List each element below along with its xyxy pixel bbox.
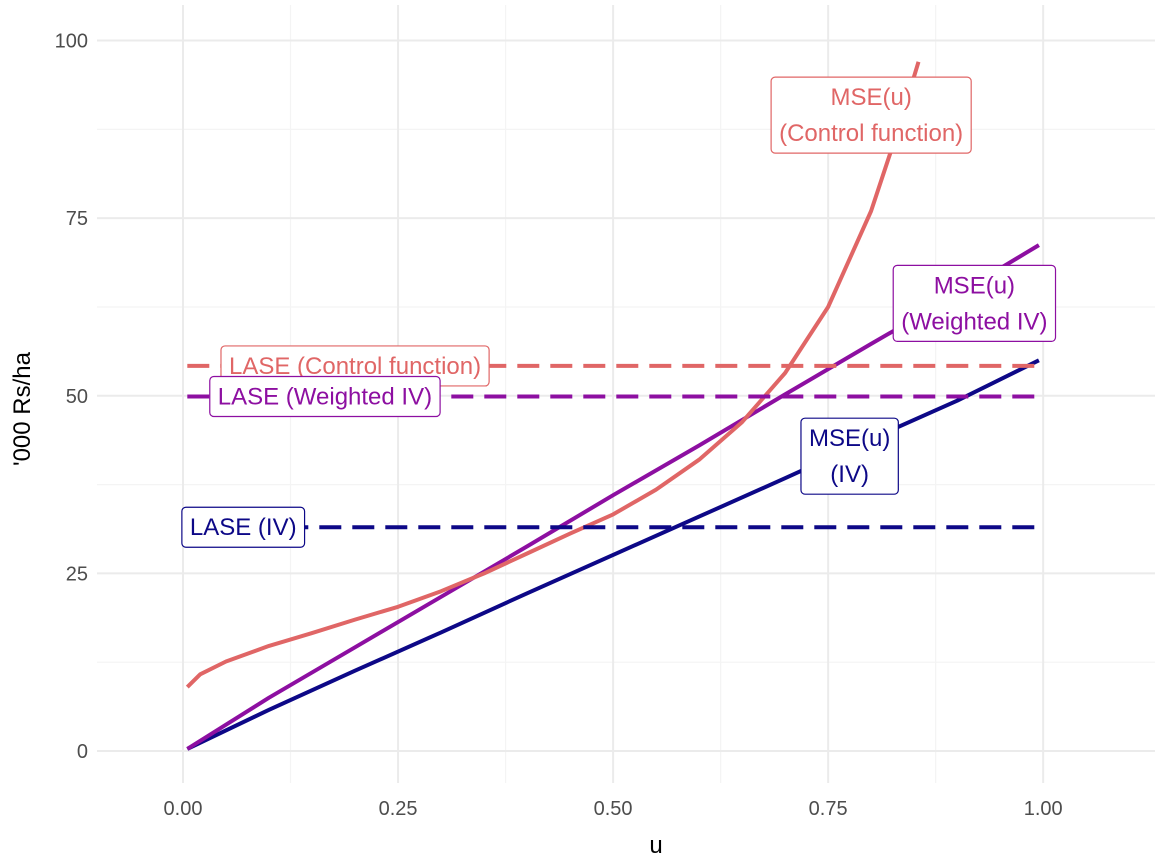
label-box-mse-u-weighted-iv: MSE(u) (Weighted IV)	[892, 264, 1057, 343]
label-text: LASE (Control function)	[229, 353, 481, 380]
y-tick-label: 50	[66, 386, 88, 408]
x-tick-label: 0.75	[809, 798, 848, 820]
y-tick-label: 75	[66, 208, 88, 230]
label-text: LASE (IV)	[190, 514, 297, 541]
x-axis-title: u	[649, 832, 662, 859]
y-axis-title: '000 Rs/ha	[9, 351, 36, 466]
x-tick-label: 0.00	[164, 798, 203, 820]
label-box-mse-u-iv: MSE(u) (IV)	[800, 417, 899, 495]
series-line-mse-u-control-function	[185, 61, 921, 689]
label-box-border	[209, 375, 441, 418]
x-tick-label: 0.25	[379, 798, 418, 820]
label-box-border	[181, 506, 306, 548]
label-box-border	[770, 76, 972, 154]
x-tick-label: 1.00	[1024, 798, 1063, 820]
label-box-lase-weighted-iv: LASE (Weighted IV)	[209, 375, 441, 418]
x-tick-label: 0.50	[594, 798, 633, 820]
label-text: MSE(u)	[809, 425, 890, 452]
label-box-border	[892, 264, 1057, 343]
annotations: MSE(u) (Control function) MSE(u) (Weighted …	[181, 76, 1057, 548]
label-text: (Weighted IV)	[901, 308, 1047, 335]
label-box-lase-iv: LASE (IV)	[181, 506, 306, 548]
y-tick-label: 0	[77, 741, 88, 763]
label-text: MSE(u)	[830, 84, 911, 111]
label-box-mse-u-control-function: MSE(u) (Control function)	[770, 76, 972, 154]
label-text: (IV)	[830, 461, 869, 488]
label-box-border	[800, 417, 899, 495]
tick-labels: 0.00 0.25 0.50 0.75 1.00 0 25 50 75 100	[55, 31, 1063, 820]
y-tick-label: 100	[55, 31, 88, 53]
label-text: MSE(u)	[934, 272, 1015, 299]
y-tick-label: 25	[66, 563, 88, 585]
label-text: (Control function)	[779, 120, 963, 147]
label-text: LASE (Weighted IV)	[218, 383, 432, 410]
series-line-mse-u-iv	[186, 358, 1040, 751]
